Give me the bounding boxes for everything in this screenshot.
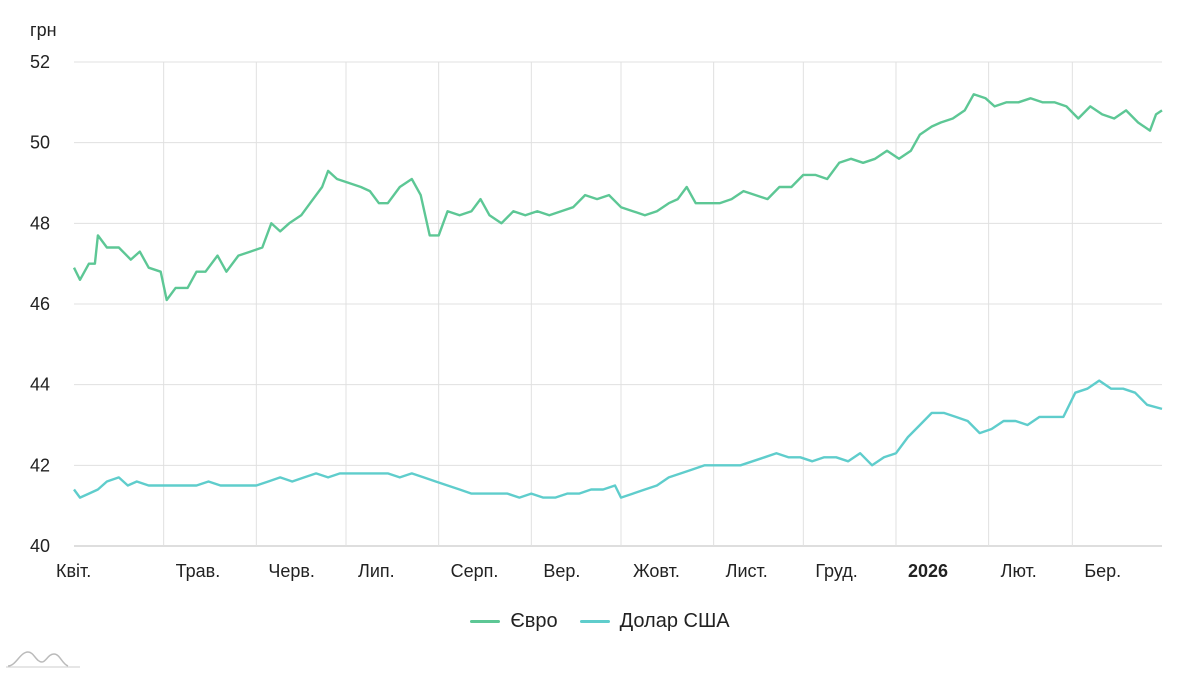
legend-item-euro[interactable]: Євро: [470, 610, 558, 633]
x-tick-label: Жовт.: [633, 561, 680, 581]
y-tick-label: 48: [30, 213, 50, 233]
series-layer: [72, 93, 1163, 499]
x-tick-label: Вер.: [543, 561, 580, 581]
y-tick-label: 46: [30, 294, 50, 314]
chart-grid: [74, 61, 1162, 547]
series-line-euro: [72, 93, 1163, 302]
legend-swatch-euro: [470, 620, 501, 623]
x-tick-label: Черв.: [268, 561, 315, 581]
x-tick-label: Лют.: [1001, 561, 1037, 581]
legend-label-euro: Євро: [510, 610, 558, 632]
x-tick-label: Груд.: [815, 561, 857, 581]
series-line-usd: [73, 379, 1163, 499]
x-tick-label: Квіт.: [56, 561, 91, 581]
y-tick-label: 44: [30, 375, 50, 395]
y-tick-label: 40: [30, 536, 50, 556]
brand-logo: [6, 651, 80, 668]
y-tick-label: 52: [30, 52, 50, 72]
axis-labels: 40 42 44 46 48 50 52 Квіт. Трав. Черв. Лип. Серп. Ве…: [30, 52, 1121, 581]
y-tick-label: 50: [30, 133, 50, 153]
x-tick-label: 2026: [908, 561, 948, 581]
y-tick-label: 42: [30, 455, 50, 475]
x-tick-label: Трав.: [176, 561, 221, 581]
x-tick-label: Бер.: [1084, 561, 1121, 581]
y-axis-unit-label: грн: [30, 20, 57, 40]
chart-legend: Євро Долар США: [0, 610, 1200, 633]
legend-item-usd[interactable]: Долар США: [579, 610, 730, 633]
x-tick-label: Лист.: [726, 561, 768, 581]
x-tick-label: Серп.: [451, 561, 499, 581]
legend-label-usd: Долар США: [619, 610, 730, 632]
x-tick-label: Лип.: [358, 561, 395, 581]
legend-swatch-usd: [579, 620, 610, 623]
